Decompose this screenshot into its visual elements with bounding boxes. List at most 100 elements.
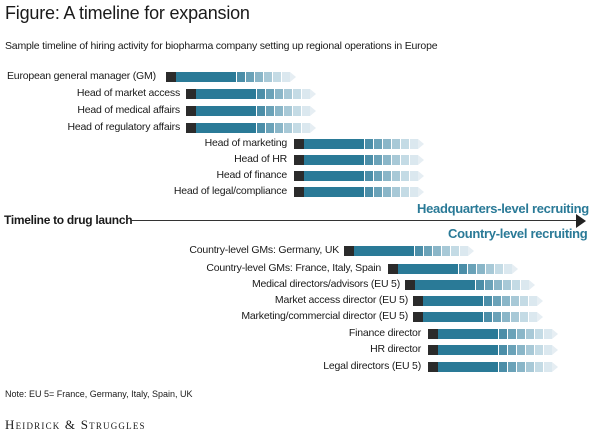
fade-segment bbox=[246, 72, 254, 82]
fade-segment bbox=[508, 329, 516, 339]
brand-logo: Heidrick & Struggles bbox=[5, 417, 146, 432]
figure-title: Figure: A timeline for expansion bbox=[5, 3, 250, 23]
hq_roles-bar bbox=[294, 171, 424, 181]
hire-start-marker bbox=[166, 72, 176, 82]
timeline-arrowhead bbox=[576, 214, 586, 228]
recruiting-period bbox=[438, 345, 498, 355]
fade-segment bbox=[535, 362, 543, 372]
recruiting-period bbox=[415, 280, 475, 290]
fade-segment bbox=[293, 106, 301, 116]
hq_roles-row: European general manager (GM) bbox=[0, 69, 590, 85]
fade-segment bbox=[275, 123, 283, 133]
country_roles-bar bbox=[428, 329, 558, 339]
fade-segment bbox=[401, 187, 409, 197]
hq_roles-bar bbox=[186, 106, 316, 116]
fade-segment bbox=[302, 106, 310, 116]
bar-arrowhead bbox=[418, 187, 424, 197]
hire-start-marker bbox=[344, 246, 354, 256]
bar-arrowhead bbox=[552, 362, 558, 372]
hq_roles-row: Head of medical affairs bbox=[0, 103, 590, 119]
fade-segment bbox=[264, 72, 272, 82]
hire-start-marker bbox=[294, 171, 304, 181]
recruiting-period bbox=[304, 139, 364, 149]
hq_roles-label: European general manager (GM) bbox=[7, 70, 156, 82]
fade-segment bbox=[392, 139, 400, 149]
recruiting-period bbox=[304, 155, 364, 165]
fade-segment bbox=[275, 89, 283, 99]
fade-segment bbox=[535, 329, 543, 339]
country_roles-bar bbox=[428, 362, 558, 372]
fade-segment bbox=[365, 155, 373, 165]
fade-segment bbox=[383, 171, 391, 181]
footnote: Note: EU 5= France, Germany, Italy, Spai… bbox=[5, 389, 193, 399]
fade-segment bbox=[302, 89, 310, 99]
recruiting-period bbox=[196, 89, 256, 99]
country_roles-row: Market access director (EU 5) bbox=[0, 293, 590, 309]
bar-arrowhead bbox=[310, 89, 316, 99]
fade-segment bbox=[302, 123, 310, 133]
phase-hq-label: Headquarters-level recruiting bbox=[417, 201, 589, 216]
bar-arrowhead bbox=[512, 264, 518, 274]
fade-segment bbox=[526, 345, 534, 355]
hq_roles-label: Head of finance bbox=[216, 169, 287, 181]
fade-segment bbox=[433, 246, 441, 256]
bar-arrowhead bbox=[418, 139, 424, 149]
bar-arrowhead bbox=[468, 246, 474, 256]
bar-arrowhead bbox=[552, 345, 558, 355]
fade-segment bbox=[499, 329, 507, 339]
fade-segment bbox=[517, 329, 525, 339]
country_roles-label: Medical directors/advisors (EU 5) bbox=[251, 278, 400, 290]
fade-segment bbox=[520, 312, 528, 322]
bar-arrowhead bbox=[418, 155, 424, 165]
fade-segment bbox=[374, 139, 382, 149]
fade-segment bbox=[401, 139, 409, 149]
fade-segment bbox=[401, 155, 409, 165]
timeline-axis-label: Timeline to drug launch bbox=[4, 213, 133, 227]
bar-arrowhead bbox=[537, 296, 543, 306]
fade-segment bbox=[508, 362, 516, 372]
hire-start-marker bbox=[428, 345, 438, 355]
fade-segment bbox=[410, 171, 418, 181]
country_roles-label: Legal directors (EU 5) bbox=[323, 360, 421, 372]
hq_roles-label: Head of medical affairs bbox=[77, 104, 180, 116]
fade-segment bbox=[410, 155, 418, 165]
country_roles-row: Finance director bbox=[0, 326, 590, 342]
fade-segment bbox=[284, 89, 292, 99]
fade-segment bbox=[494, 280, 502, 290]
fade-segment bbox=[544, 362, 552, 372]
recruiting-period bbox=[196, 106, 256, 116]
fade-segment bbox=[442, 246, 450, 256]
fade-segment bbox=[383, 187, 391, 197]
fade-segment bbox=[284, 106, 292, 116]
fade-segment bbox=[511, 312, 519, 322]
fade-segment bbox=[401, 171, 409, 181]
recruiting-period bbox=[196, 123, 256, 133]
fade-segment bbox=[459, 264, 467, 274]
fade-segment bbox=[517, 345, 525, 355]
hq_roles-bar bbox=[166, 72, 296, 82]
bar-arrowhead bbox=[418, 171, 424, 181]
recruiting-period bbox=[304, 171, 364, 181]
fade-segment bbox=[415, 246, 423, 256]
hire-start-marker bbox=[186, 89, 196, 99]
country_roles-bar bbox=[405, 280, 535, 290]
fade-segment bbox=[521, 280, 529, 290]
bar-arrowhead bbox=[310, 106, 316, 116]
hire-start-marker bbox=[294, 139, 304, 149]
country_roles-row: Legal directors (EU 5) bbox=[0, 359, 590, 375]
hire-start-marker bbox=[294, 187, 304, 197]
bar-arrowhead bbox=[537, 312, 543, 322]
fade-segment bbox=[502, 296, 510, 306]
country_roles-row: Marketing/commercial director (EU 5) bbox=[0, 309, 590, 325]
fade-segment bbox=[517, 362, 525, 372]
fade-segment bbox=[502, 312, 510, 322]
hq_roles-label: Head of HR bbox=[234, 153, 287, 165]
hq_roles-bar bbox=[294, 187, 424, 197]
fade-segment bbox=[257, 89, 265, 99]
hire-start-marker bbox=[428, 362, 438, 372]
fade-segment bbox=[365, 187, 373, 197]
hq_roles-bar bbox=[186, 89, 316, 99]
country_roles-bar bbox=[344, 246, 474, 256]
fade-segment bbox=[410, 187, 418, 197]
hire-start-marker bbox=[186, 123, 196, 133]
